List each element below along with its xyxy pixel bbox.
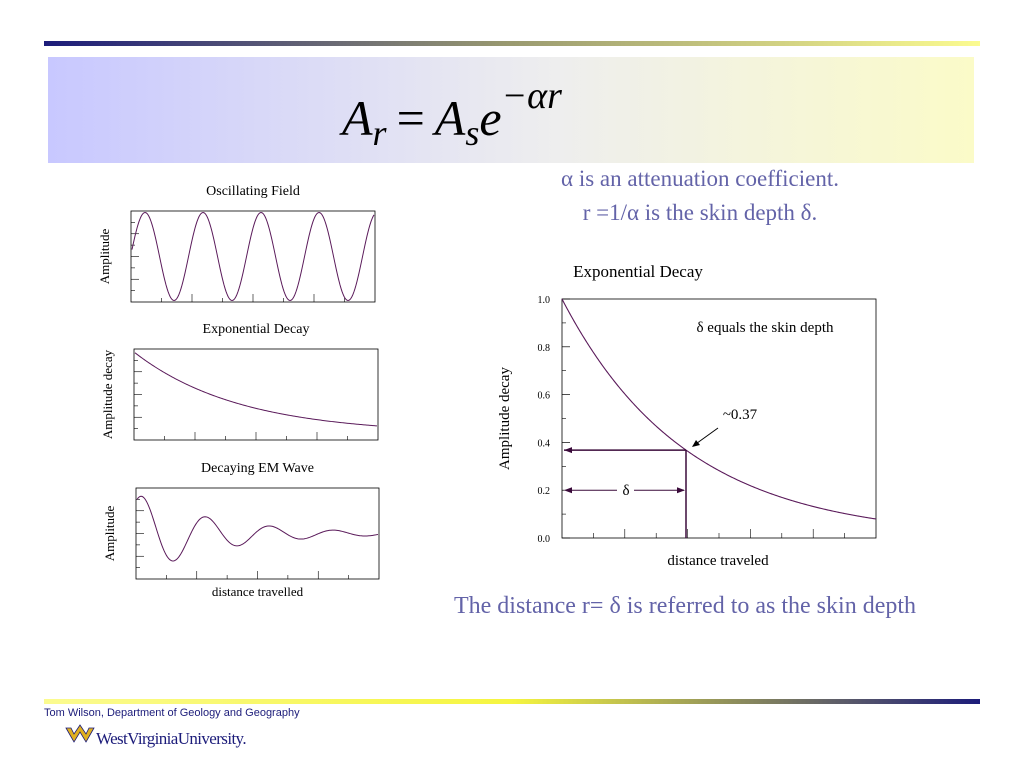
- y-tick-label: 0.4: [538, 438, 551, 449]
- y-label: Amplitude decay: [100, 349, 115, 439]
- curve: [136, 495, 379, 562]
- y-label: Amplitude: [102, 505, 117, 561]
- plot-frame: [133, 348, 379, 441]
- y-tick-label: 0.8: [538, 343, 551, 354]
- chart-title: Exponential Decay: [573, 262, 703, 281]
- plot-title: Exponential Decay: [203, 322, 310, 337]
- note: α is an attenuation coefficient.: [561, 166, 839, 191]
- curve: [134, 352, 378, 427]
- annotation: ~0.37: [723, 407, 758, 423]
- y-tick-label: 0.0: [538, 534, 551, 545]
- footer-author: Tom Wilson, Department of Geology and Ge…: [44, 707, 300, 719]
- top-bar: [44, 41, 980, 46]
- decay-curve: [561, 298, 877, 520]
- caption: The distance r= δ is referred to as the …: [454, 593, 916, 619]
- curve: [131, 211, 375, 302]
- y-tick-label: 0.6: [538, 391, 551, 402]
- plot-title: Decaying EM Wave: [201, 461, 314, 476]
- y-tick-label: 0.2: [538, 486, 551, 497]
- bottom-bar: [44, 699, 980, 704]
- logo-mark: [65, 724, 95, 743]
- annotation: δ equals the skin depth: [696, 320, 834, 336]
- y-label: Amplitude decay: [497, 367, 513, 470]
- y-tick-label: 1.0: [538, 295, 551, 306]
- logo-text: WestVirginiaUniversity.: [96, 729, 246, 748]
- plot-frame: [130, 210, 376, 303]
- x-label: distance travelled: [212, 584, 304, 599]
- x-label: distance traveled: [667, 553, 769, 569]
- plot-title: Oscillating Field: [206, 184, 300, 199]
- y-label: Amplitude: [97, 228, 112, 284]
- annotation: δ: [622, 483, 629, 499]
- arrowhead: [564, 447, 572, 454]
- plot-frame: [135, 487, 380, 580]
- arrowhead: [692, 440, 700, 447]
- note: r =1/α is the skin depth δ.: [583, 200, 818, 225]
- header-box: [48, 57, 974, 163]
- formula: Ar = Ase−αr: [339, 75, 562, 153]
